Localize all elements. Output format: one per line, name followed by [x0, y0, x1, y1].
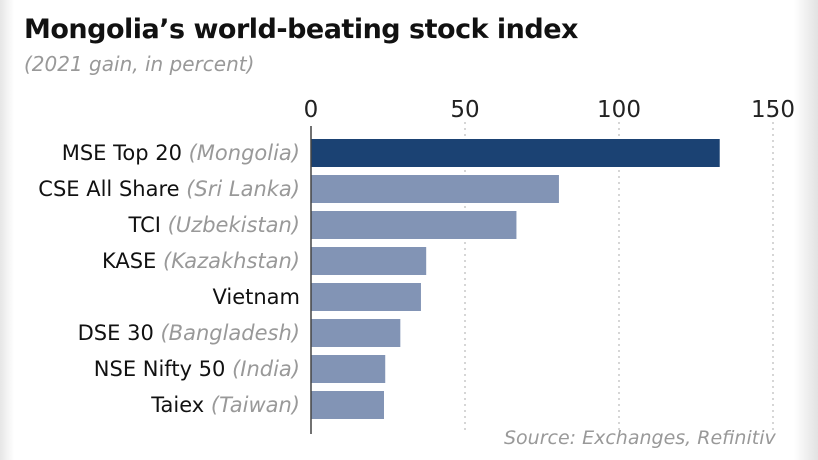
category-label: MSE Top 20 (Mongolia) [62, 141, 300, 165]
category-name: TCI [127, 213, 160, 237]
x-tick-label: 100 [597, 97, 641, 123]
category-country: (India) [225, 357, 300, 381]
x-tick-label: 50 [450, 97, 479, 123]
category-country: (Bangladesh) [154, 321, 300, 345]
category-label: TCI (Uzbekistan) [127, 213, 300, 237]
category-label: Vietnam [212, 285, 300, 309]
bar [311, 175, 559, 203]
category-label: CSE All Share (Sri Lanka) [38, 177, 300, 201]
category-label: Taiex (Taiwan) [150, 393, 300, 417]
left-edge [0, 0, 14, 460]
bar [311, 139, 720, 167]
source-note: Source: Exchanges, Refinitiv [504, 427, 776, 449]
category-country: (Kazakhstan) [156, 249, 300, 273]
category-label: KASE (Kazakhstan) [102, 249, 300, 273]
category-name: CSE All Share [38, 177, 179, 201]
bar [311, 355, 386, 383]
chart-title: Mongolia’s world-beating stock index [24, 14, 578, 45]
category-name: MSE Top 20 [62, 141, 182, 165]
category-country: (Taiwan) [204, 393, 300, 417]
x-tick-label: 150 [751, 97, 795, 123]
bar [311, 319, 401, 347]
category-name: Vietnam [212, 285, 300, 309]
bar [311, 211, 517, 239]
bar [311, 247, 427, 275]
category-name: Taiex [150, 393, 204, 417]
category-name: NSE Nifty 50 [94, 357, 226, 381]
category-country: (Uzbekistan) [161, 213, 300, 237]
category-label: DSE 30 (Bangladesh) [78, 321, 300, 345]
category-name: DSE 30 [78, 321, 154, 345]
category-label: NSE Nifty 50 (India) [94, 357, 300, 381]
category-name: KASE [102, 249, 156, 273]
chart-subtitle: (2021 gain, in percent) [24, 52, 255, 76]
bar [311, 391, 384, 419]
category-country: (Sri Lanka) [180, 177, 300, 201]
x-tick-label: 0 [304, 97, 319, 123]
right-edge [794, 0, 818, 460]
bar [311, 283, 421, 311]
category-country: (Mongolia) [182, 141, 300, 165]
